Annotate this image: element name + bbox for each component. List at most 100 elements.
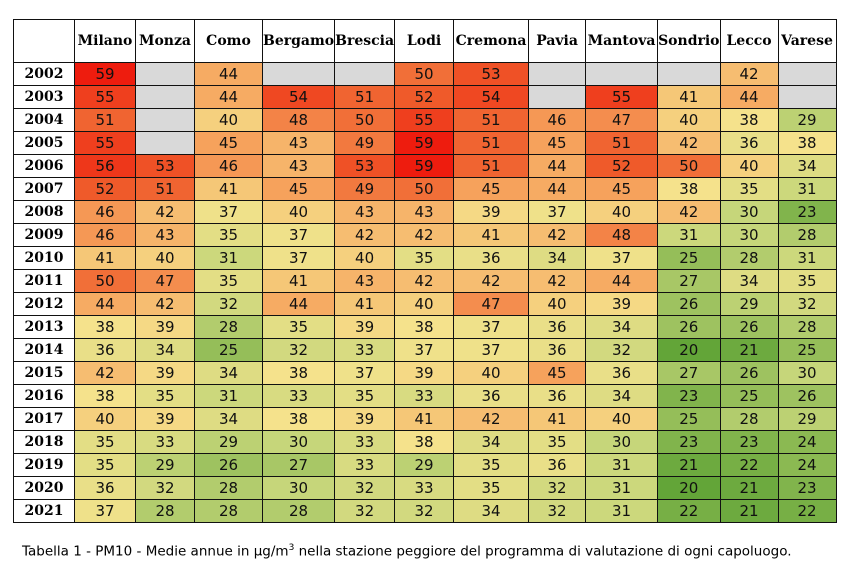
- year-label: 2009: [13, 223, 75, 247]
- value-cell: 44: [194, 85, 263, 109]
- column-header-cremona: Cremona: [453, 19, 530, 63]
- value-cell: 31: [777, 246, 837, 270]
- column-header-monza: Monza: [135, 19, 195, 63]
- value-cell: 30: [719, 200, 779, 224]
- value-cell: 27: [261, 453, 336, 477]
- value-cell: 40: [453, 361, 530, 385]
- value-cell: 46: [74, 200, 136, 224]
- year-label: 2014: [13, 338, 75, 362]
- value-cell: 36: [453, 246, 530, 270]
- table-row: 2003 55 44 54 51 52 54 55 41 44: [13, 85, 837, 109]
- value-cell: 40: [719, 154, 779, 178]
- year-label: 2018: [13, 430, 75, 454]
- value-cell: [135, 62, 195, 86]
- value-cell: 32: [528, 499, 587, 523]
- value-cell: 35: [334, 384, 396, 408]
- value-cell: 20: [657, 476, 721, 500]
- value-cell: 37: [528, 200, 587, 224]
- value-cell: 30: [585, 430, 659, 454]
- value-cell: 44: [585, 269, 659, 293]
- year-label: 2002: [13, 62, 75, 86]
- value-cell: 37: [334, 361, 396, 385]
- value-cell: 26: [657, 292, 721, 316]
- value-cell: 54: [261, 85, 336, 109]
- value-cell: 28: [261, 499, 336, 523]
- value-cell: 23: [719, 430, 779, 454]
- value-cell: 51: [585, 131, 659, 155]
- value-cell: 27: [657, 361, 721, 385]
- value-cell: 41: [194, 177, 263, 201]
- value-cell: 39: [135, 361, 195, 385]
- year-label: 2006: [13, 154, 75, 178]
- table-row: 2005 55 45 43 49 59 51 45 51 42 36 38: [13, 131, 837, 155]
- value-cell: 43: [394, 200, 455, 224]
- value-cell: 32: [528, 476, 587, 500]
- value-cell: 37: [453, 338, 530, 362]
- value-cell: 31: [585, 476, 659, 500]
- value-cell: 32: [334, 499, 396, 523]
- value-cell: 33: [334, 430, 396, 454]
- value-cell: 35: [135, 384, 195, 408]
- value-cell: 45: [528, 361, 587, 385]
- column-header-bergamo: Bergamo: [261, 19, 336, 63]
- value-cell: 28: [194, 315, 263, 339]
- value-cell: 32: [261, 338, 336, 362]
- value-cell: 36: [74, 476, 136, 500]
- column-header-sondrio: Sondrio: [657, 19, 721, 63]
- table-row: 2004 51 40 48 50 55 51 46 47 40 38 29: [13, 108, 837, 132]
- year-label: 2011: [13, 269, 75, 293]
- value-cell: 41: [261, 269, 336, 293]
- value-cell: 45: [194, 131, 263, 155]
- value-cell: 47: [453, 292, 530, 316]
- value-cell: 45: [261, 177, 336, 201]
- value-cell: 23: [657, 430, 721, 454]
- value-cell: 34: [135, 338, 195, 362]
- value-cell: 42: [719, 62, 779, 86]
- value-cell: 38: [719, 108, 779, 132]
- table-row: 2010 41 40 31 37 40 35 36 34 37 25 28 31: [13, 246, 837, 270]
- value-cell: 25: [719, 384, 779, 408]
- value-cell: 35: [453, 453, 530, 477]
- value-cell: 46: [74, 223, 136, 247]
- value-cell: 37: [261, 246, 336, 270]
- caption-text-end: nella stazione peggiore del programma di…: [294, 543, 792, 560]
- value-cell: 30: [777, 361, 837, 385]
- value-cell: 52: [585, 154, 659, 178]
- table-caption: Tabella 1 - PM10 - Medie annue in µg/m3 …: [22, 538, 832, 563]
- column-header-mantova: Mantova: [585, 19, 659, 63]
- value-cell: 31: [777, 177, 837, 201]
- value-cell: 41: [657, 85, 721, 109]
- value-cell: 48: [261, 108, 336, 132]
- value-cell: 42: [657, 131, 721, 155]
- value-cell: 43: [334, 269, 396, 293]
- value-cell: 40: [261, 200, 336, 224]
- value-cell: [135, 108, 195, 132]
- value-cell: 39: [585, 292, 659, 316]
- year-label: 2013: [13, 315, 75, 339]
- year-label: 2020: [13, 476, 75, 500]
- value-cell: 59: [394, 154, 455, 178]
- value-cell: 25: [657, 407, 721, 431]
- caption-text: Tabella 1 - PM10 - Medie annue in µg/m: [22, 543, 289, 560]
- table-row: 2019 35 29 26 27 33 29 35 36 31 21 22 24: [13, 453, 837, 477]
- column-header-como: Como: [194, 19, 263, 63]
- header-row: Milano Monza Como Bergamo Brescia Lodi Cremona…: [13, 19, 837, 63]
- value-cell: 25: [194, 338, 263, 362]
- value-cell: 55: [74, 85, 136, 109]
- value-cell: 42: [657, 200, 721, 224]
- column-header-varese: Varese: [777, 19, 837, 63]
- value-cell: 35: [194, 223, 263, 247]
- table-row: 2017 40 39 34 38 39 41 42 41 40 25 28 29: [13, 407, 837, 431]
- value-cell: 37: [194, 200, 263, 224]
- value-cell: 51: [74, 108, 136, 132]
- value-cell: 33: [261, 384, 336, 408]
- value-cell: 21: [719, 476, 779, 500]
- table-body: 2002 59 44 50 53 42 2003 55 44 54 51 52 54 55 41 44 2004…: [13, 62, 837, 523]
- value-cell: 39: [394, 361, 455, 385]
- table-row: 2021 37 28 28 28 32 32 34 32 31 22 21 22: [13, 499, 837, 523]
- value-cell: 54: [453, 85, 530, 109]
- value-cell: 25: [657, 246, 721, 270]
- value-cell: 34: [719, 269, 779, 293]
- value-cell: 40: [657, 108, 721, 132]
- value-cell: 36: [585, 361, 659, 385]
